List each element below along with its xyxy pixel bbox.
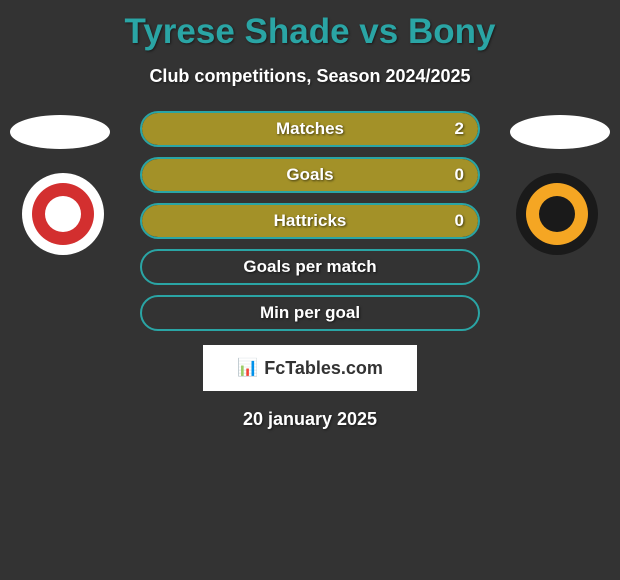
stat-label: Goals per match [243, 257, 376, 277]
stat-row: Min per goal [140, 295, 480, 331]
comparison-title: Tyrese Shade vs Bony [0, 0, 620, 52]
stat-label: Matches [276, 119, 344, 139]
stat-row: Matches 2 [140, 111, 480, 147]
stat-value-right: 0 [455, 165, 464, 185]
chart-icon: 📊 [237, 358, 258, 378]
stat-value-right: 2 [455, 119, 464, 139]
stat-label: Goals [286, 165, 333, 185]
club-badge-left [22, 173, 104, 255]
logo-text: FcTables.com [264, 358, 383, 379]
club-badge-right [516, 173, 598, 255]
date-text: 20 january 2025 [0, 409, 620, 430]
player-avatar-right [510, 115, 610, 149]
stat-label: Hattricks [274, 211, 347, 231]
stat-row: Hattricks 0 [140, 203, 480, 239]
stat-row: Goals per match [140, 249, 480, 285]
stat-label: Min per goal [260, 303, 360, 323]
stat-value-right: 0 [455, 211, 464, 231]
main-comparison-area: Matches 2 Goals 0 Hattricks 0 Goals per match M… [0, 111, 620, 430]
stats-container: Matches 2 Goals 0 Hattricks 0 Goals per match M… [140, 111, 480, 331]
stat-row: Goals 0 [140, 157, 480, 193]
fctables-logo: 📊 FcTables.com [203, 345, 417, 391]
subtitle: Club competitions, Season 2024/2025 [0, 66, 620, 87]
player-avatar-left [10, 115, 110, 149]
